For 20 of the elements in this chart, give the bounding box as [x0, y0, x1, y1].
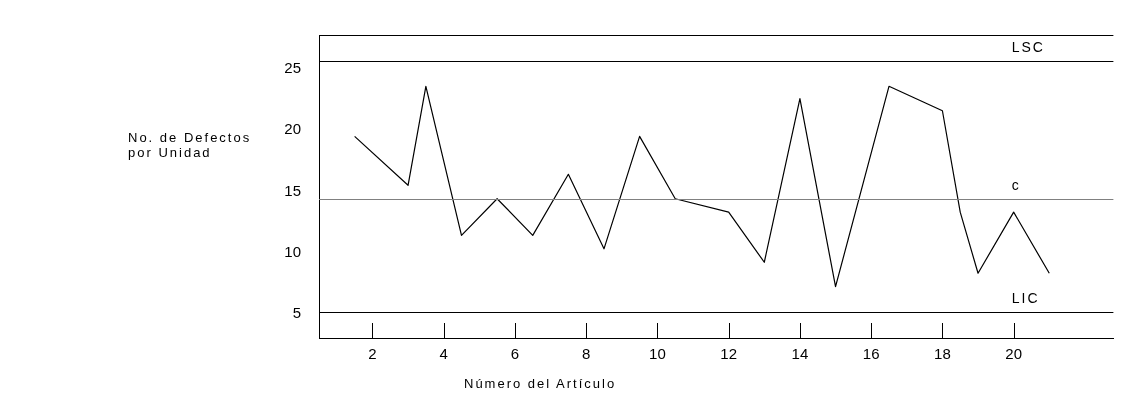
y-tick-label: 5: [292, 303, 301, 321]
x-tick-label: 20: [1005, 345, 1022, 363]
y-tick-label: 20: [284, 120, 301, 138]
x-tick-label: 18: [934, 345, 951, 363]
ref-line-label: c: [1011, 177, 1021, 194]
x-tick-label: 4: [439, 345, 448, 363]
ref-line-label: LSC: [1011, 39, 1045, 56]
x-tick-label: 16: [862, 345, 880, 363]
y-tick-label: 25: [284, 59, 301, 77]
x-axis-title: Número del Artículo: [464, 376, 617, 391]
x-tick-label: 10: [649, 345, 666, 363]
x-tick-label: 2: [368, 345, 377, 363]
ref-line-label: LIC: [1011, 290, 1040, 307]
x-tick-label: 14: [791, 345, 809, 363]
y-tick-label: 10: [284, 242, 301, 260]
x-tick-label: 12: [720, 345, 738, 363]
y-tick-label: 15: [284, 181, 301, 199]
x-tick-label: 8: [582, 345, 591, 363]
x-tick-label: 6: [510, 345, 520, 363]
y-axis-title: No. de Defectos por Unidad: [128, 130, 252, 160]
